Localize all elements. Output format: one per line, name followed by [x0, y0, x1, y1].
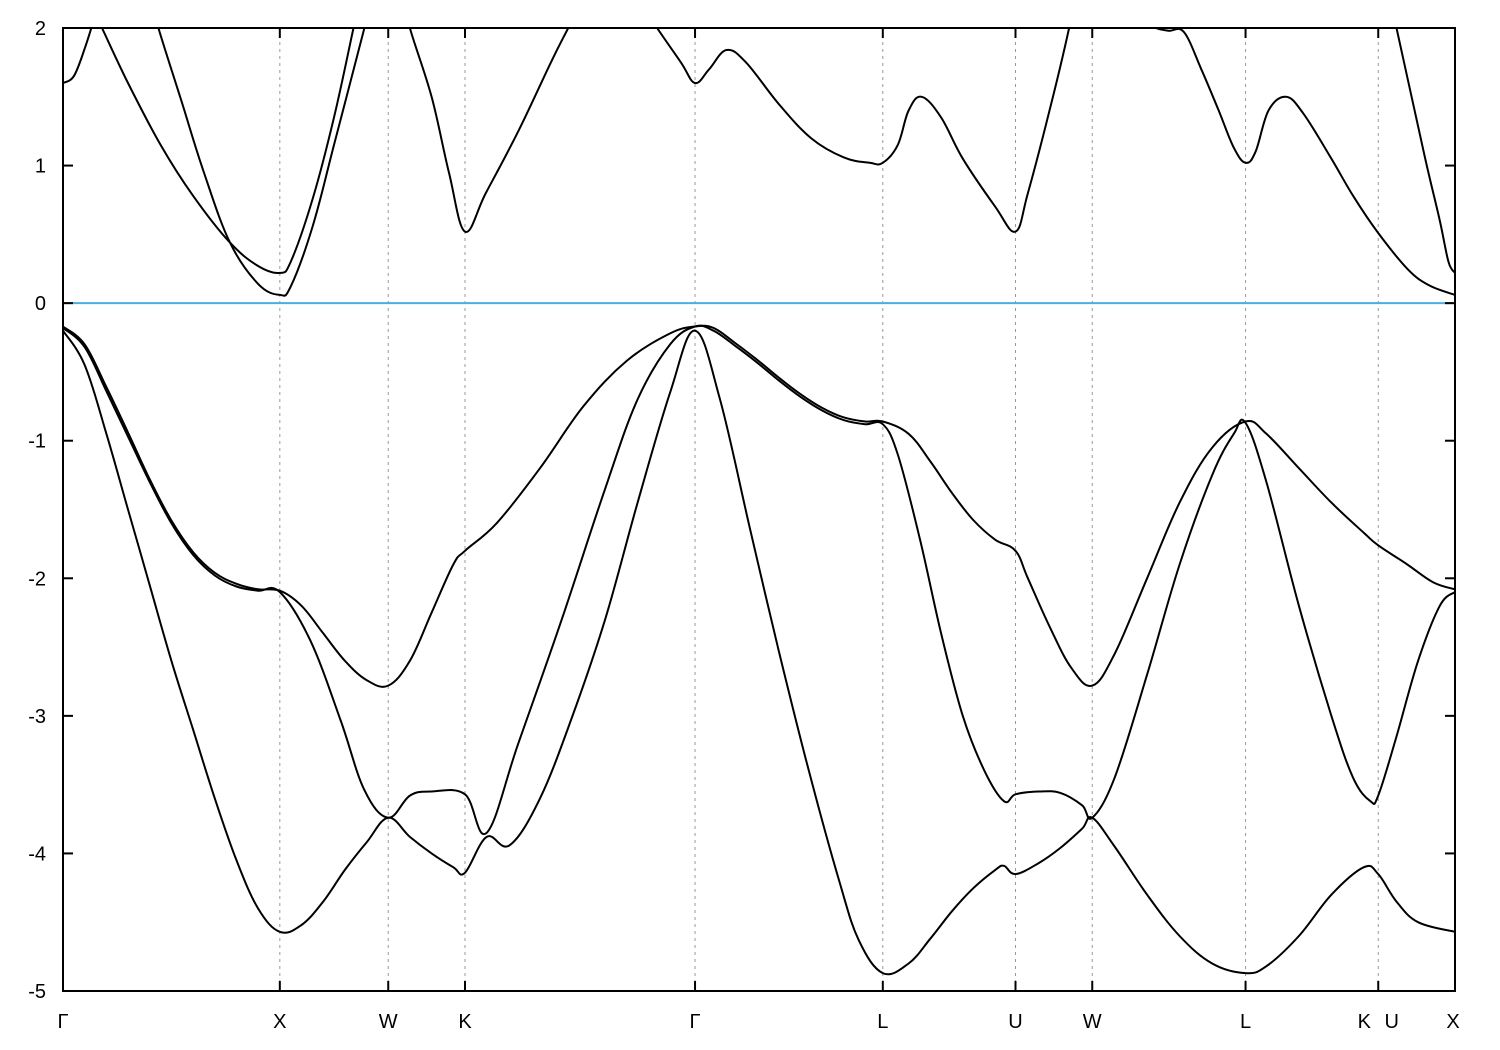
x-tick-label: W	[1083, 1011, 1102, 1033]
band-line-6	[157, 28, 366, 297]
band-line-5	[100, 28, 355, 275]
y-tick-label: 0	[35, 293, 46, 315]
band-line-10	[1395, 28, 1455, 274]
x-tick-label: K U	[1358, 1011, 1399, 1033]
axis-ticks	[63, 28, 1455, 991]
x-tick-label: K	[458, 1011, 472, 1033]
y-tick-label: -1	[28, 431, 46, 453]
x-tick-label: Γ	[690, 1011, 701, 1033]
x-tick-label: L	[1240, 1011, 1251, 1033]
y-tick-label: 1	[35, 156, 46, 178]
x-tick-label: W	[379, 1011, 398, 1033]
y-tick-label: 2	[35, 18, 46, 40]
band-line-4	[63, 28, 93, 84]
band-line-7	[408, 28, 570, 233]
y-tick-label: -2	[28, 568, 46, 590]
plot-frame	[62, 27, 1456, 992]
band-line-9	[1153, 28, 1455, 296]
x-tick-label: X	[1446, 1011, 1459, 1033]
x-tick-label: U	[1008, 1011, 1022, 1033]
x-tick-label: Γ	[57, 1011, 68, 1033]
band-line-1	[63, 329, 1455, 976]
y-tick-label: -5	[28, 981, 46, 1003]
band-line-3	[63, 324, 1455, 688]
x-tick-label: X	[273, 1011, 286, 1033]
y-tick-label: -4	[28, 843, 46, 865]
y-tick-labels: 2 1 0 -1 -2 -3 -4 -5	[28, 18, 46, 1003]
x-tick-label: L	[877, 1011, 888, 1033]
y-tick-label: -3	[28, 706, 46, 728]
band-line-2	[63, 324, 1455, 836]
band-line-8	[655, 28, 1071, 233]
bands	[63, 28, 1455, 976]
